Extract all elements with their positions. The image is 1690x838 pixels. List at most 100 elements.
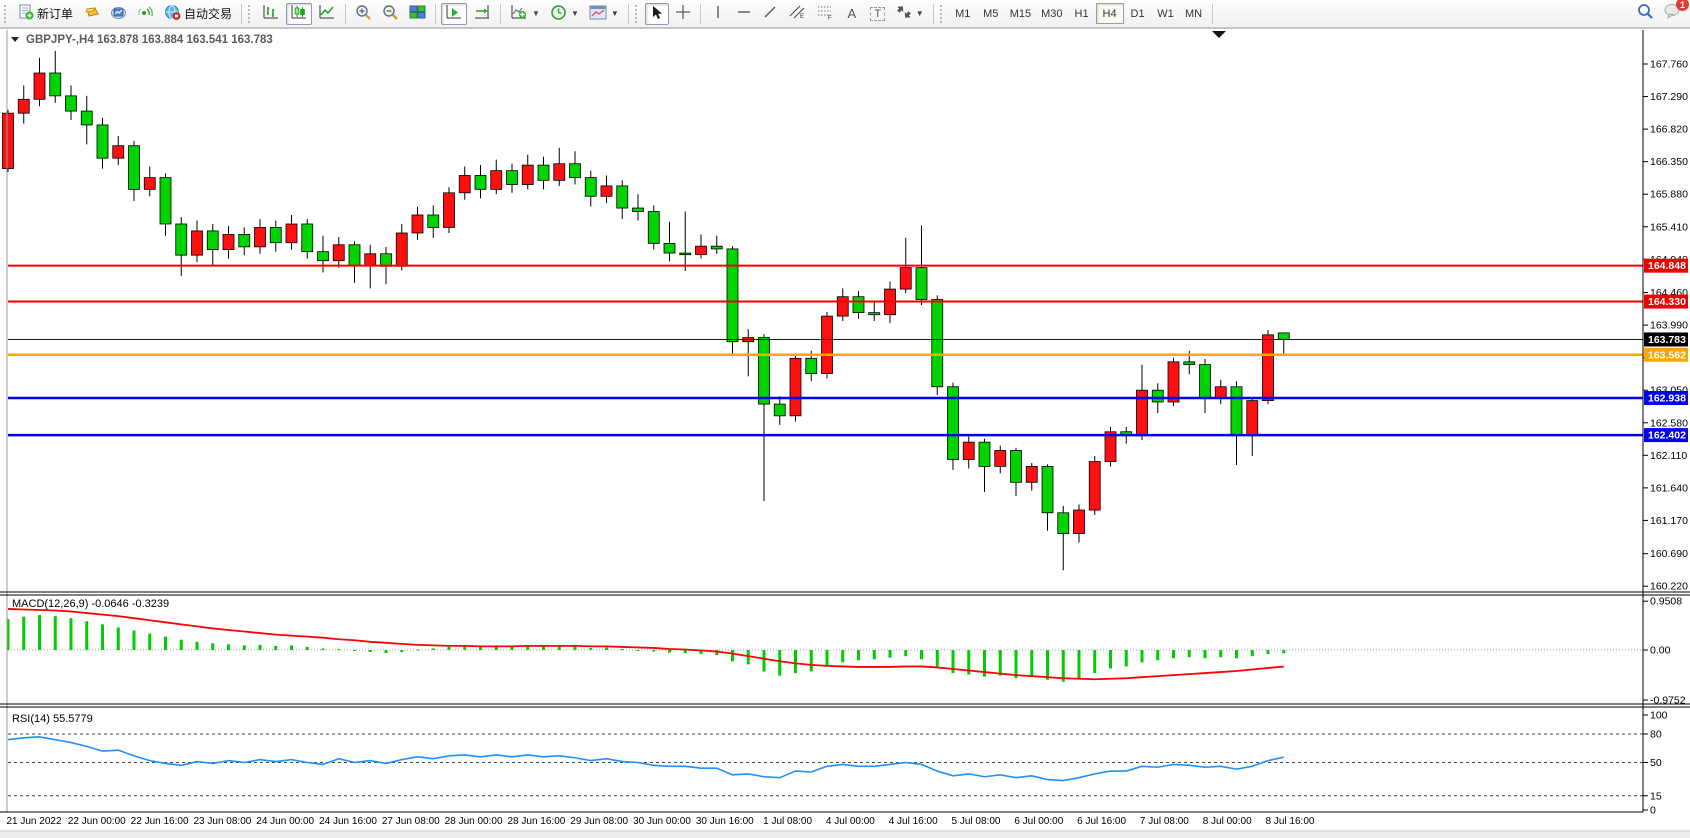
notifications-chat-icon[interactable]: 1 — [1664, 0, 1689, 24]
toolbar-drag-handle[interactable] — [939, 4, 946, 23]
autotrading-label: 自动交易 — [184, 7, 233, 21]
macd-histogram-bar — [195, 641, 199, 650]
timeframe-M1[interactable]: M1 — [955, 7, 971, 20]
cloud-app-icon — [110, 4, 127, 23]
macd-histogram-bar — [904, 650, 908, 657]
time-axis-label: 22 Jun 16:00 — [131, 816, 189, 827]
macd-histogram-bar — [321, 648, 325, 650]
candle-body — [1010, 450, 1022, 483]
macd-histogram-bar — [1266, 650, 1270, 655]
macd-histogram-bar — [384, 650, 388, 654]
search-icon[interactable] — [1637, 3, 1654, 25]
app-store-button[interactable] — [106, 3, 131, 25]
line-chart-button[interactable] — [314, 3, 340, 25]
cursor-tool-button[interactable] — [644, 2, 669, 25]
text-label-tool-button[interactable]: T — [866, 3, 890, 25]
timeframe-M15[interactable]: M15 — [1009, 7, 1032, 20]
macd-histogram-bar — [605, 647, 608, 650]
rsi-scale-label: 15 — [1650, 790, 1662, 802]
macd-histogram-bar — [668, 650, 671, 653]
macd-histogram-bar — [1156, 650, 1160, 661]
candle-body — [143, 177, 156, 190]
timeframe-H1[interactable]: H1 — [1074, 7, 1089, 20]
time-axis-label: 23 Jun 08:00 — [193, 816, 251, 827]
candle-body — [112, 145, 125, 159]
channel-tool-button[interactable]: E — [784, 3, 810, 25]
candle-body — [285, 223, 298, 244]
vertical-line-tool-button[interactable] — [706, 3, 730, 25]
macd-histogram-bar — [620, 648, 624, 650]
svg-text:E: E — [800, 14, 804, 20]
signals-button[interactable] — [133, 3, 158, 25]
toolbar-right-group: 1 — [1637, 0, 1689, 25]
periods-button[interactable]: ▼ — [546, 3, 583, 25]
new-order-button[interactable]: 新订单 — [14, 3, 77, 25]
chart-menu-triangle-icon[interactable] — [11, 37, 19, 42]
toolbar-drag-handle[interactable] — [248, 4, 254, 23]
svg-text:F: F — [828, 16, 832, 21]
timeframe-W1[interactable]: W1 — [1157, 7, 1174, 20]
timeframe-M30[interactable]: M30 — [1041, 7, 1063, 20]
arrows-tool-button[interactable]: ▼ — [892, 3, 928, 25]
macd-histogram-bar — [510, 645, 514, 650]
timeframe-MN[interactable]: MN — [1184, 7, 1203, 20]
toolbar-drag-handle[interactable] — [634, 4, 641, 23]
candle-body — [852, 296, 865, 314]
autotrading-button[interactable]: 自动交易 — [160, 3, 236, 25]
macd-histogram-bar — [242, 645, 246, 650]
dropdown-caret-icon: ▼ — [610, 8, 619, 18]
time-axis-label: 8 Jul 00:00 — [1203, 816, 1252, 827]
time-axis-label: 27 Jun 08:00 — [382, 816, 440, 827]
trendline-tool-button[interactable] — [758, 3, 782, 25]
macd-histogram-bar — [652, 650, 656, 652]
crosshair-icon — [675, 4, 691, 23]
candle-body — [222, 233, 235, 251]
macd-histogram-bar — [148, 633, 152, 650]
candle-body — [2, 112, 14, 169]
macd-scale-label: 0.9508 — [1650, 596, 1682, 608]
market-button[interactable] — [79, 3, 104, 25]
zoom-in-button[interactable] — [351, 3, 376, 25]
text-tool-icon: A — [847, 6, 857, 21]
toolbar-drag-handle[interactable] — [4, 4, 10, 23]
candle-body — [569, 163, 581, 178]
time-axis-label: 22 Jun 00:00 — [68, 816, 126, 827]
macd-histogram-bar — [494, 645, 498, 650]
candle-body — [238, 233, 251, 248]
bar-chart-icon — [262, 4, 280, 23]
price-axis-label: 160.690 — [1650, 548, 1688, 560]
price-axis-label: 167.290 — [1650, 91, 1688, 103]
macd-label: MACD(12,26,9) -0.0646 -0.3239 — [12, 598, 169, 610]
price-axis-label: 165.880 — [1650, 189, 1688, 201]
timeframe-M5[interactable]: M5 — [983, 7, 999, 20]
fibonacci-tool-button[interactable]: F — [812, 3, 838, 25]
timeframe-D1[interactable]: D1 — [1130, 7, 1145, 20]
chart-title: GBPJPY-,H4 163.878 163.884 163.541 163.7… — [26, 34, 273, 46]
indicators-button[interactable]: ▼ — [506, 3, 544, 25]
chart-shift-marker[interactable] — [1212, 31, 1226, 38]
tile-windows-button[interactable] — [405, 3, 430, 25]
macd-histogram-bar — [983, 650, 986, 677]
crosshair-tool-button[interactable] — [671, 3, 695, 25]
zoom-in-icon — [355, 4, 372, 24]
candle-body — [868, 312, 881, 316]
candle-body — [1073, 509, 1085, 534]
horizontal-line-tool-button[interactable] — [732, 3, 756, 25]
macd-histogram-bar — [22, 616, 26, 650]
price-axis-label: 160.220 — [1650, 581, 1688, 593]
candle-body — [96, 124, 109, 159]
bar-chart-button[interactable] — [258, 3, 284, 25]
candlestick-chart-button[interactable] — [286, 2, 313, 25]
candle-body — [1057, 512, 1070, 534]
chart-shift-button[interactable] — [469, 3, 495, 25]
auto-scroll-button[interactable] — [441, 2, 468, 25]
text-tool-button[interactable]: A — [840, 3, 864, 25]
price-axis-label: 161.640 — [1650, 482, 1688, 494]
price-axis-label: 167.760 — [1650, 59, 1688, 71]
timeframe-H4[interactable]: H4 — [1095, 3, 1124, 24]
time-axis-label: 4 Jul 00:00 — [826, 816, 875, 827]
line-price-box — [1644, 294, 1688, 309]
templates-button[interactable]: ▼ — [585, 3, 623, 25]
zoom-out-button[interactable] — [378, 3, 403, 25]
